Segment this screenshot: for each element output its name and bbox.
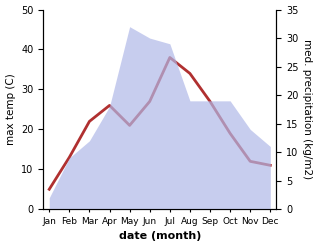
Y-axis label: max temp (C): max temp (C) — [5, 74, 16, 145]
X-axis label: date (month): date (month) — [119, 231, 201, 242]
Y-axis label: med. precipitation (kg/m2): med. precipitation (kg/m2) — [302, 39, 313, 180]
